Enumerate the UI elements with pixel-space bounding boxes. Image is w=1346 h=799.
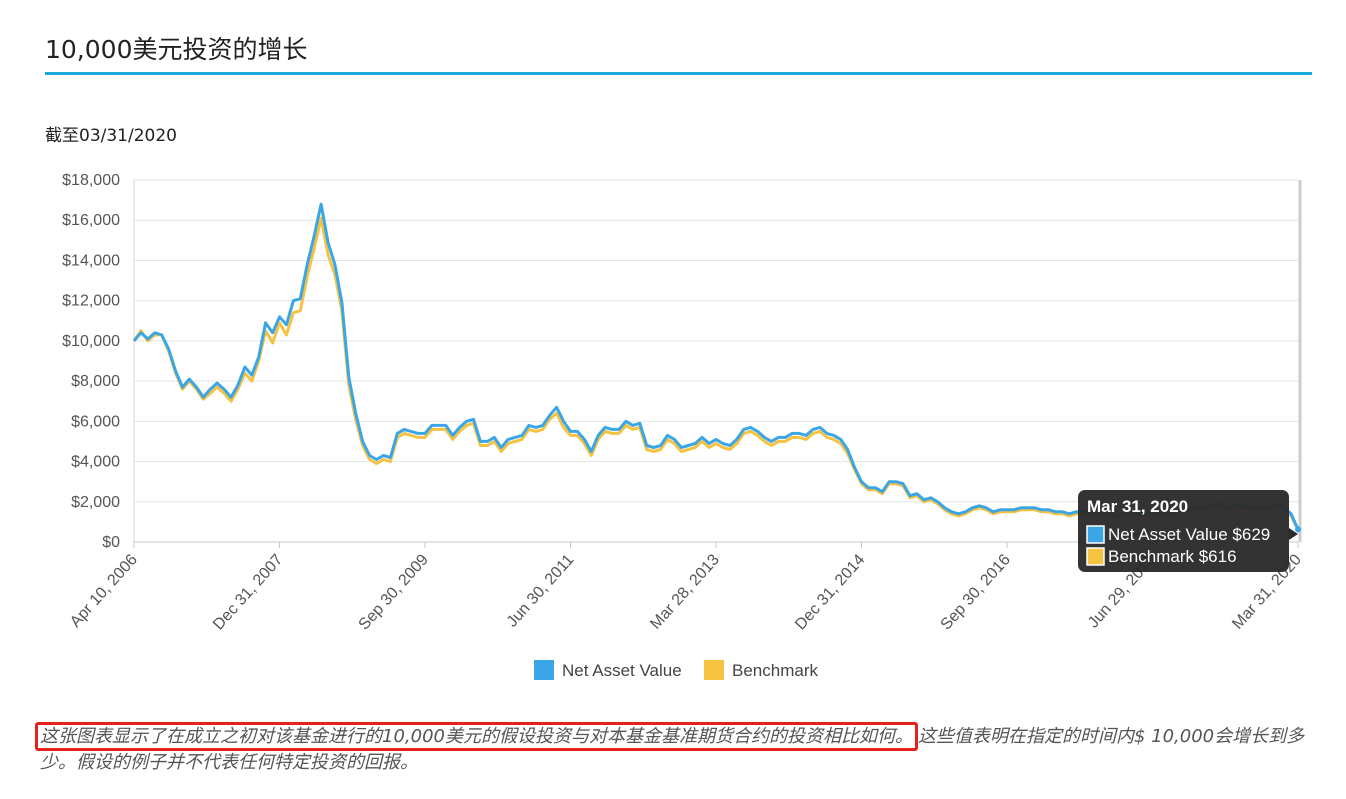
chart-grid [133,179,1302,543]
x-tick-label: Sep 30, 2016 [938,551,1014,633]
tooltip-value: Benchmark $616 [1108,547,1237,566]
x-tick-label: Dec 31, 2014 [792,551,868,633]
x-tick-label: Jun 30, 2011 [504,551,578,630]
footnote-rest: 这些值表明在指定的时间内$ 10,000会增长到多少。假设的例子并不代表任何特定… [40,726,1305,773]
y-tick-label: $12,000 [62,293,120,310]
tooltip-box [1078,490,1289,572]
legend-label-net-asset-value[interactable]: Net Asset Value [562,661,682,680]
y-tick-label: $6,000 [71,413,120,430]
tooltip-value: Net Asset Value $629 [1108,525,1270,544]
page-title: 10,000美元投资的增长 [45,35,308,64]
y-axis: $0 $2,000 $4,000 $6,000 $8,000 $10,000 $12,000… [62,172,120,551]
tooltip-swatch [1086,547,1105,566]
as-of-date: 截至03/31/2020 [45,126,177,146]
y-tick-label: $0 [102,534,120,551]
tooltip-swatch [1086,525,1105,544]
series-line-net-asset-value [132,202,1300,531]
growth-chart[interactable]: $0 $2,000 $4,000 $6,000 $8,000 $10,000 $12,000… [0,160,1346,700]
y-tick-label: $8,000 [71,373,120,390]
tooltip-pointer [1289,528,1298,540]
legend-swatch-benchmark[interactable] [704,660,724,680]
chart-legend[interactable]: Net Asset Value Benchmark [534,660,818,680]
y-tick-label: $18,000 [62,172,120,189]
chart-tooltip: Mar 31, 2020 Net Asset Value $629 Benchmar… [1078,490,1301,572]
legend-swatch-net-asset-value[interactable] [534,660,554,680]
y-tick-label: $4,000 [71,454,120,471]
legend-label-benchmark[interactable]: Benchmark [732,661,818,680]
tooltip-point [1295,526,1301,533]
highlighted-footnote: 这张图表显示了在成立之初对该基金进行的10,000美元的假设投资与对本基金基准期… [35,722,918,751]
title-divider [45,72,1312,75]
x-tick-label: Dec 31, 2007 [210,551,286,633]
x-tick-label: Apr 10, 2006 [67,551,141,631]
y-tick-label: $2,000 [71,494,120,511]
x-tick-label: Mar 28, 2013 [647,551,723,633]
y-tick-label: $14,000 [62,252,120,269]
x-tick-label: Sep 30, 2009 [356,551,432,633]
chart-series [132,202,1300,531]
tooltip-date: Mar 31, 2020 [1087,497,1188,516]
chart-footnote: 这张图表显示了在成立之初对该基金进行的10,000美元的假设投资与对本基金基准期… [35,722,1320,776]
y-tick-label: $16,000 [62,212,120,229]
y-tick-label: $10,000 [62,333,120,350]
